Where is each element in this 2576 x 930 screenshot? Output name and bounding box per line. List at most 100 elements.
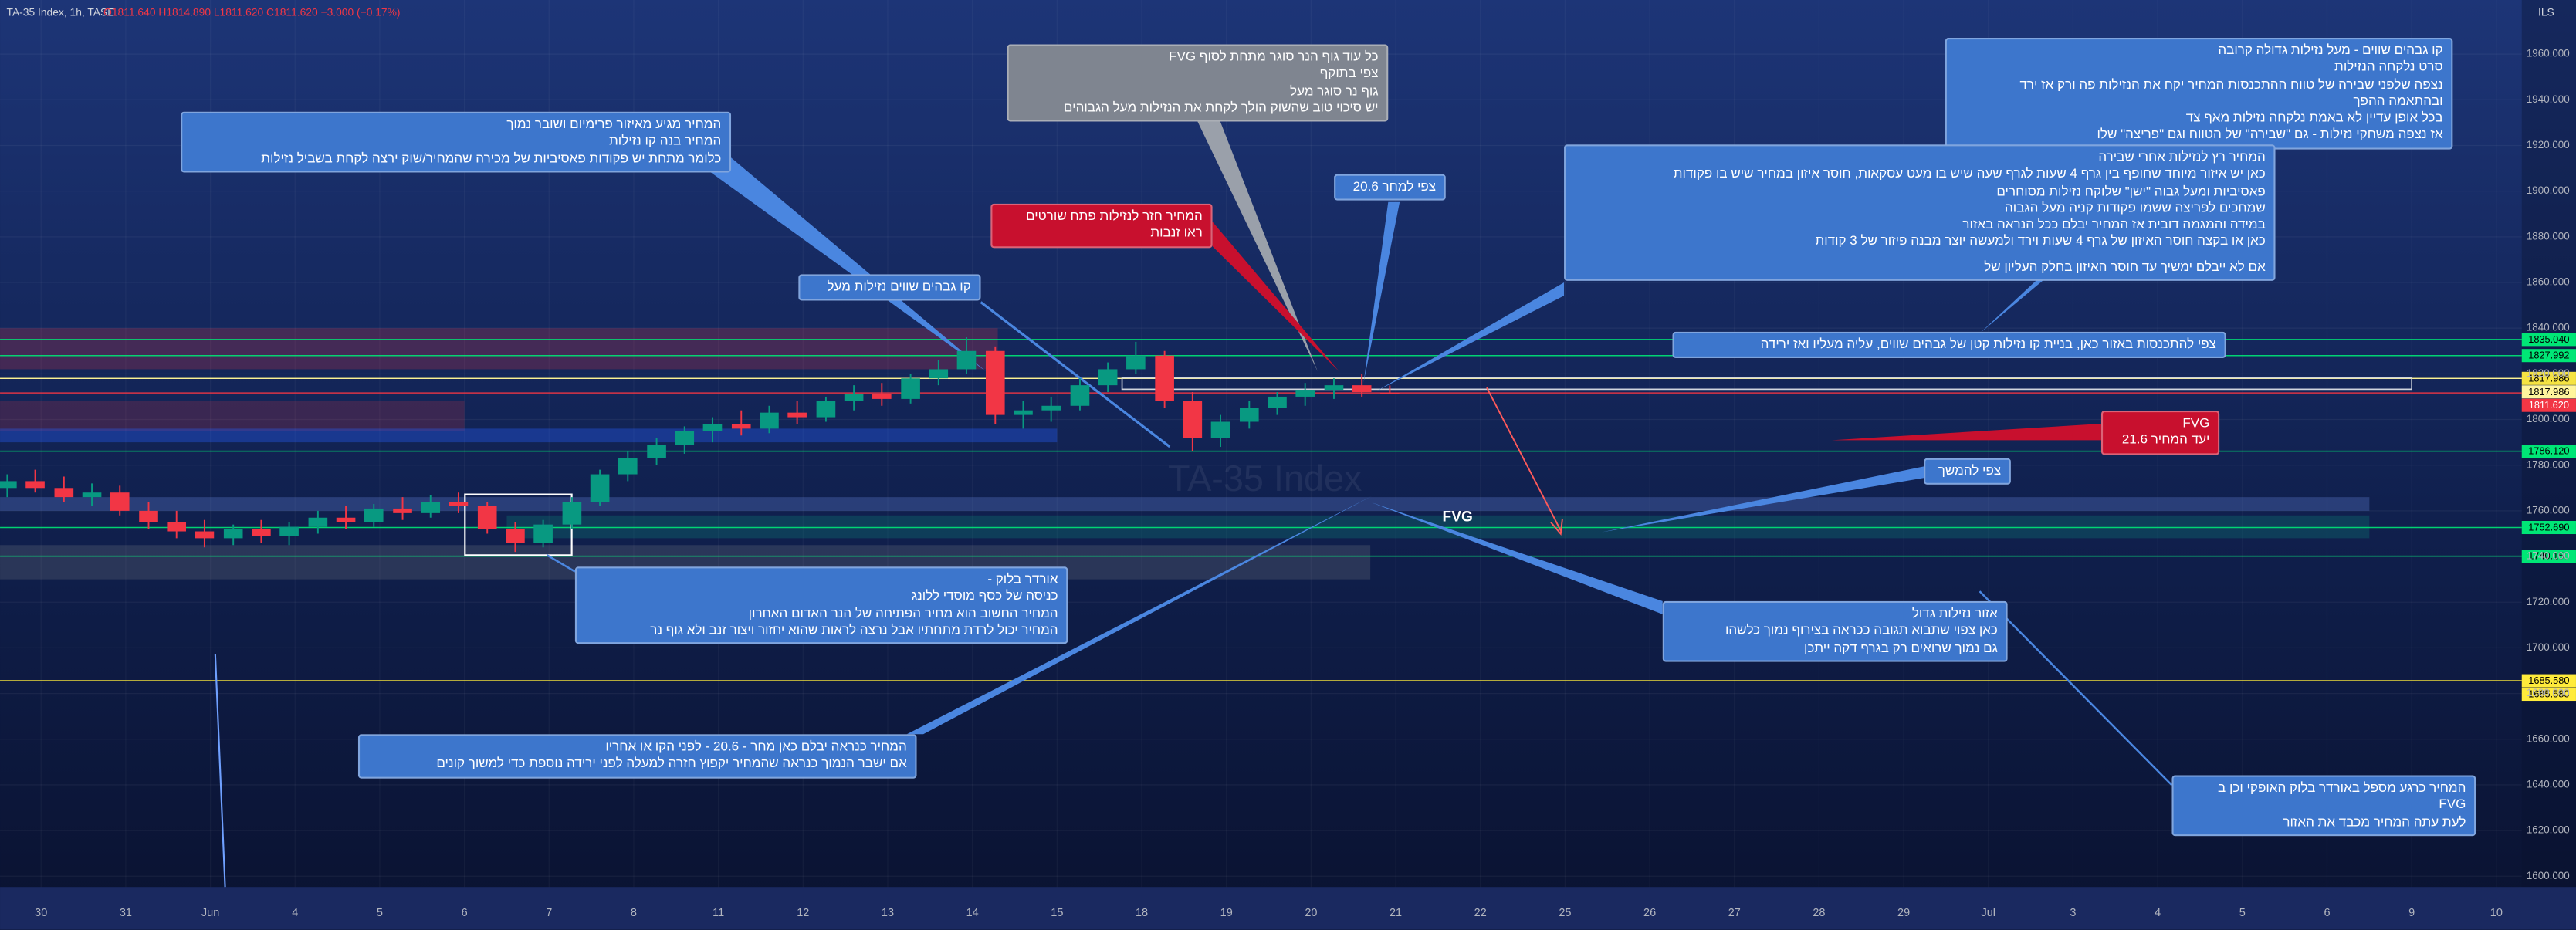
y-tick-label: 1880.000 — [2527, 230, 2570, 242]
x-tick-label: Jun — [201, 907, 219, 919]
candles — [0, 337, 1400, 553]
price-label-bg — [2521, 398, 2576, 412]
annotation-line: כאן צפוי שתבוא תגובה ככראה בצירוף נמוך כ… — [1725, 623, 1998, 638]
y-tick-label: 1780.000 — [2527, 458, 2570, 470]
axes: 1600.000 1620.000 1640.000 1660.000 1680.000… — [35, 48, 2570, 919]
candle-body — [54, 488, 74, 498]
x-tick-label: 18 — [1136, 907, 1148, 919]
candle-body — [195, 531, 215, 539]
annotation-line: המחיר יכול לרדת מתחתיו אבל נרצה לראות שה… — [650, 622, 1058, 637]
candle-body — [956, 350, 977, 370]
price-label-bg — [2521, 674, 2576, 688]
y-tick-label: 1940.000 — [2527, 93, 2570, 105]
candle-body — [1014, 410, 1033, 415]
price-label: 1817.986 — [2528, 386, 2569, 397]
candle-body — [844, 394, 864, 401]
x-tick-label: 3 — [2070, 907, 2076, 919]
annotation-line: צפי להתכנסות באזור כאן, בניית קו נזילות … — [1760, 336, 2216, 352]
annotation-box: FVG יעד המחיר 21.6 — [2100, 411, 2220, 455]
watermark: TA-35 Index — [1168, 458, 1362, 499]
x-tick-label: 15 — [1051, 907, 1063, 919]
annotation-line: FVG — [2439, 796, 2466, 812]
annotation-line: פאסיביות ומעל גבוה "ישן" שלוקח נזילות מס… — [1996, 183, 2266, 198]
annotation-line: גוף נר סוגר מעל — [1290, 83, 1379, 98]
price-label-bg — [2521, 688, 2576, 702]
y-tick-label: 1800.000 — [2527, 413, 2570, 424]
y-tick-label: 1900.000 — [2527, 184, 2570, 196]
candle-body — [1041, 405, 1061, 411]
price-label: 1752.690 — [2528, 522, 2569, 533]
pointer — [547, 554, 576, 573]
candle-body — [336, 517, 356, 522]
x-tick-label: 6 — [462, 907, 468, 919]
candle-body — [252, 529, 271, 536]
arrow-head — [1550, 519, 1563, 536]
annotation-line: אם לא ייבלם ימשיך עד חוסר האיזון בחלק הע… — [1984, 259, 2266, 274]
candle-body — [901, 378, 920, 399]
x-tick-label: 20 — [1305, 907, 1317, 919]
annotation-line: ובהתאמה ההפך — [2353, 93, 2443, 109]
annotation-line: כניסה של כסף מוסדי ללונג — [911, 588, 1058, 604]
candle-body — [1210, 421, 1230, 438]
candle-body — [167, 522, 187, 532]
annotation-box: צפי להמשך — [1924, 458, 2011, 485]
candle-body — [929, 369, 949, 379]
x-tick-label: 9 — [2408, 907, 2415, 919]
x-tick-label: 4 — [2155, 907, 2161, 919]
annotation-box: המחיר חזר לנזילות פתח שורטים ראו זנבות — [990, 203, 1213, 248]
x-tick-label: 22 — [1474, 907, 1487, 919]
candle-body — [985, 350, 1005, 415]
annotation-line: FVG — [2182, 415, 2210, 431]
candle-body — [364, 508, 384, 522]
candle-body — [1098, 369, 1118, 386]
currency: ILS — [2538, 6, 2554, 19]
candle-body — [787, 412, 807, 418]
annotation-line: המחיר חזר לנזילות פתח שורטים — [1026, 208, 1203, 224]
symbol: TA-35 Index, 1h, TASE — [7, 6, 115, 19]
annotation-box: המחיר מגיע מאיזור פרימיום ושובר נמוך המחי… — [181, 111, 732, 173]
annotation-box: קו גבהים שווים נזילות מעל — [798, 274, 981, 302]
time-axis-bg — [0, 887, 2576, 930]
candle-body — [139, 510, 158, 522]
y-tick-label: 1740.000 — [2527, 550, 2570, 562]
candle-body — [393, 508, 412, 513]
annotation-line: קו גבהים שווים נזילות מעל — [827, 279, 971, 294]
annotation-box: FVG כל עוד גוף הנר סוגר מתחת לסוף צפי בתו… — [1007, 44, 1389, 122]
price-label: 1685.580 — [2528, 688, 2569, 700]
candle-body — [675, 431, 695, 445]
candle-body — [647, 445, 666, 458]
x-tick-label: 30 — [35, 907, 47, 919]
y-tick-label: 1840.000 — [2527, 322, 2570, 333]
candle-body — [449, 502, 469, 506]
annotation-line: נצפה שלפני שבירה של טווח ההתכנסות המחיר … — [2019, 76, 2443, 92]
y-tick-label: 1920.000 — [2527, 139, 2570, 150]
price-label-bg — [2521, 520, 2576, 535]
zone — [0, 328, 998, 370]
annotation-line: המחיר כנראה יבלם כאן מחר - 20.6 - לפני ה… — [605, 739, 907, 754]
candle-body — [618, 458, 638, 475]
annotation-line: שמחכים לפריצה ששמו פקודות קניה מעל הגבוה — [2004, 200, 2266, 215]
candle-body — [25, 481, 45, 489]
x-tick-label: 31 — [120, 907, 132, 919]
x-tick-label: 28 — [1813, 907, 1825, 919]
price-label-bg — [2521, 385, 2576, 399]
annotation-line: המחיר מגיע מאיזור פרימיום ושובר נמוך — [506, 117, 722, 132]
annotation-line: אז נצפה משחקי נזילות - גם "שבירה" של הטו… — [2097, 127, 2443, 143]
annotation-box: אזור נזילות גדול כאן צפוי שתבוא תגובה ככר… — [1662, 600, 2008, 662]
annotation-box: המחיר כנראה יבלם כאן מחר - 20.6 - לפני ה… — [357, 734, 917, 778]
price-label: 1811.620 — [2529, 399, 2569, 411]
x-tick-label: 19 — [1220, 907, 1233, 919]
pointer — [706, 157, 986, 371]
candle-body — [731, 424, 751, 429]
x-tick-label: 25 — [1559, 907, 1571, 919]
candle-body — [1324, 385, 1344, 391]
candle-body — [1240, 408, 1259, 422]
candle-body — [816, 401, 836, 418]
annotation-line: לעת עתה המחיר מכבד את האזור — [2283, 813, 2466, 829]
annotation-line: קו גבהים שווים - מעל נזילות גדולה קרובה — [2218, 42, 2443, 58]
candle-body — [506, 529, 525, 543]
annotation-line: יש סיכוי טוב שהשוק הולך לקחת את הנזילות … — [1063, 100, 1379, 115]
candle-body — [421, 502, 441, 513]
annotation-line: כאן או בקצה חוסר האיזון של גרף 4 שעות וי… — [1815, 234, 2266, 249]
range-outline — [1121, 377, 2413, 391]
